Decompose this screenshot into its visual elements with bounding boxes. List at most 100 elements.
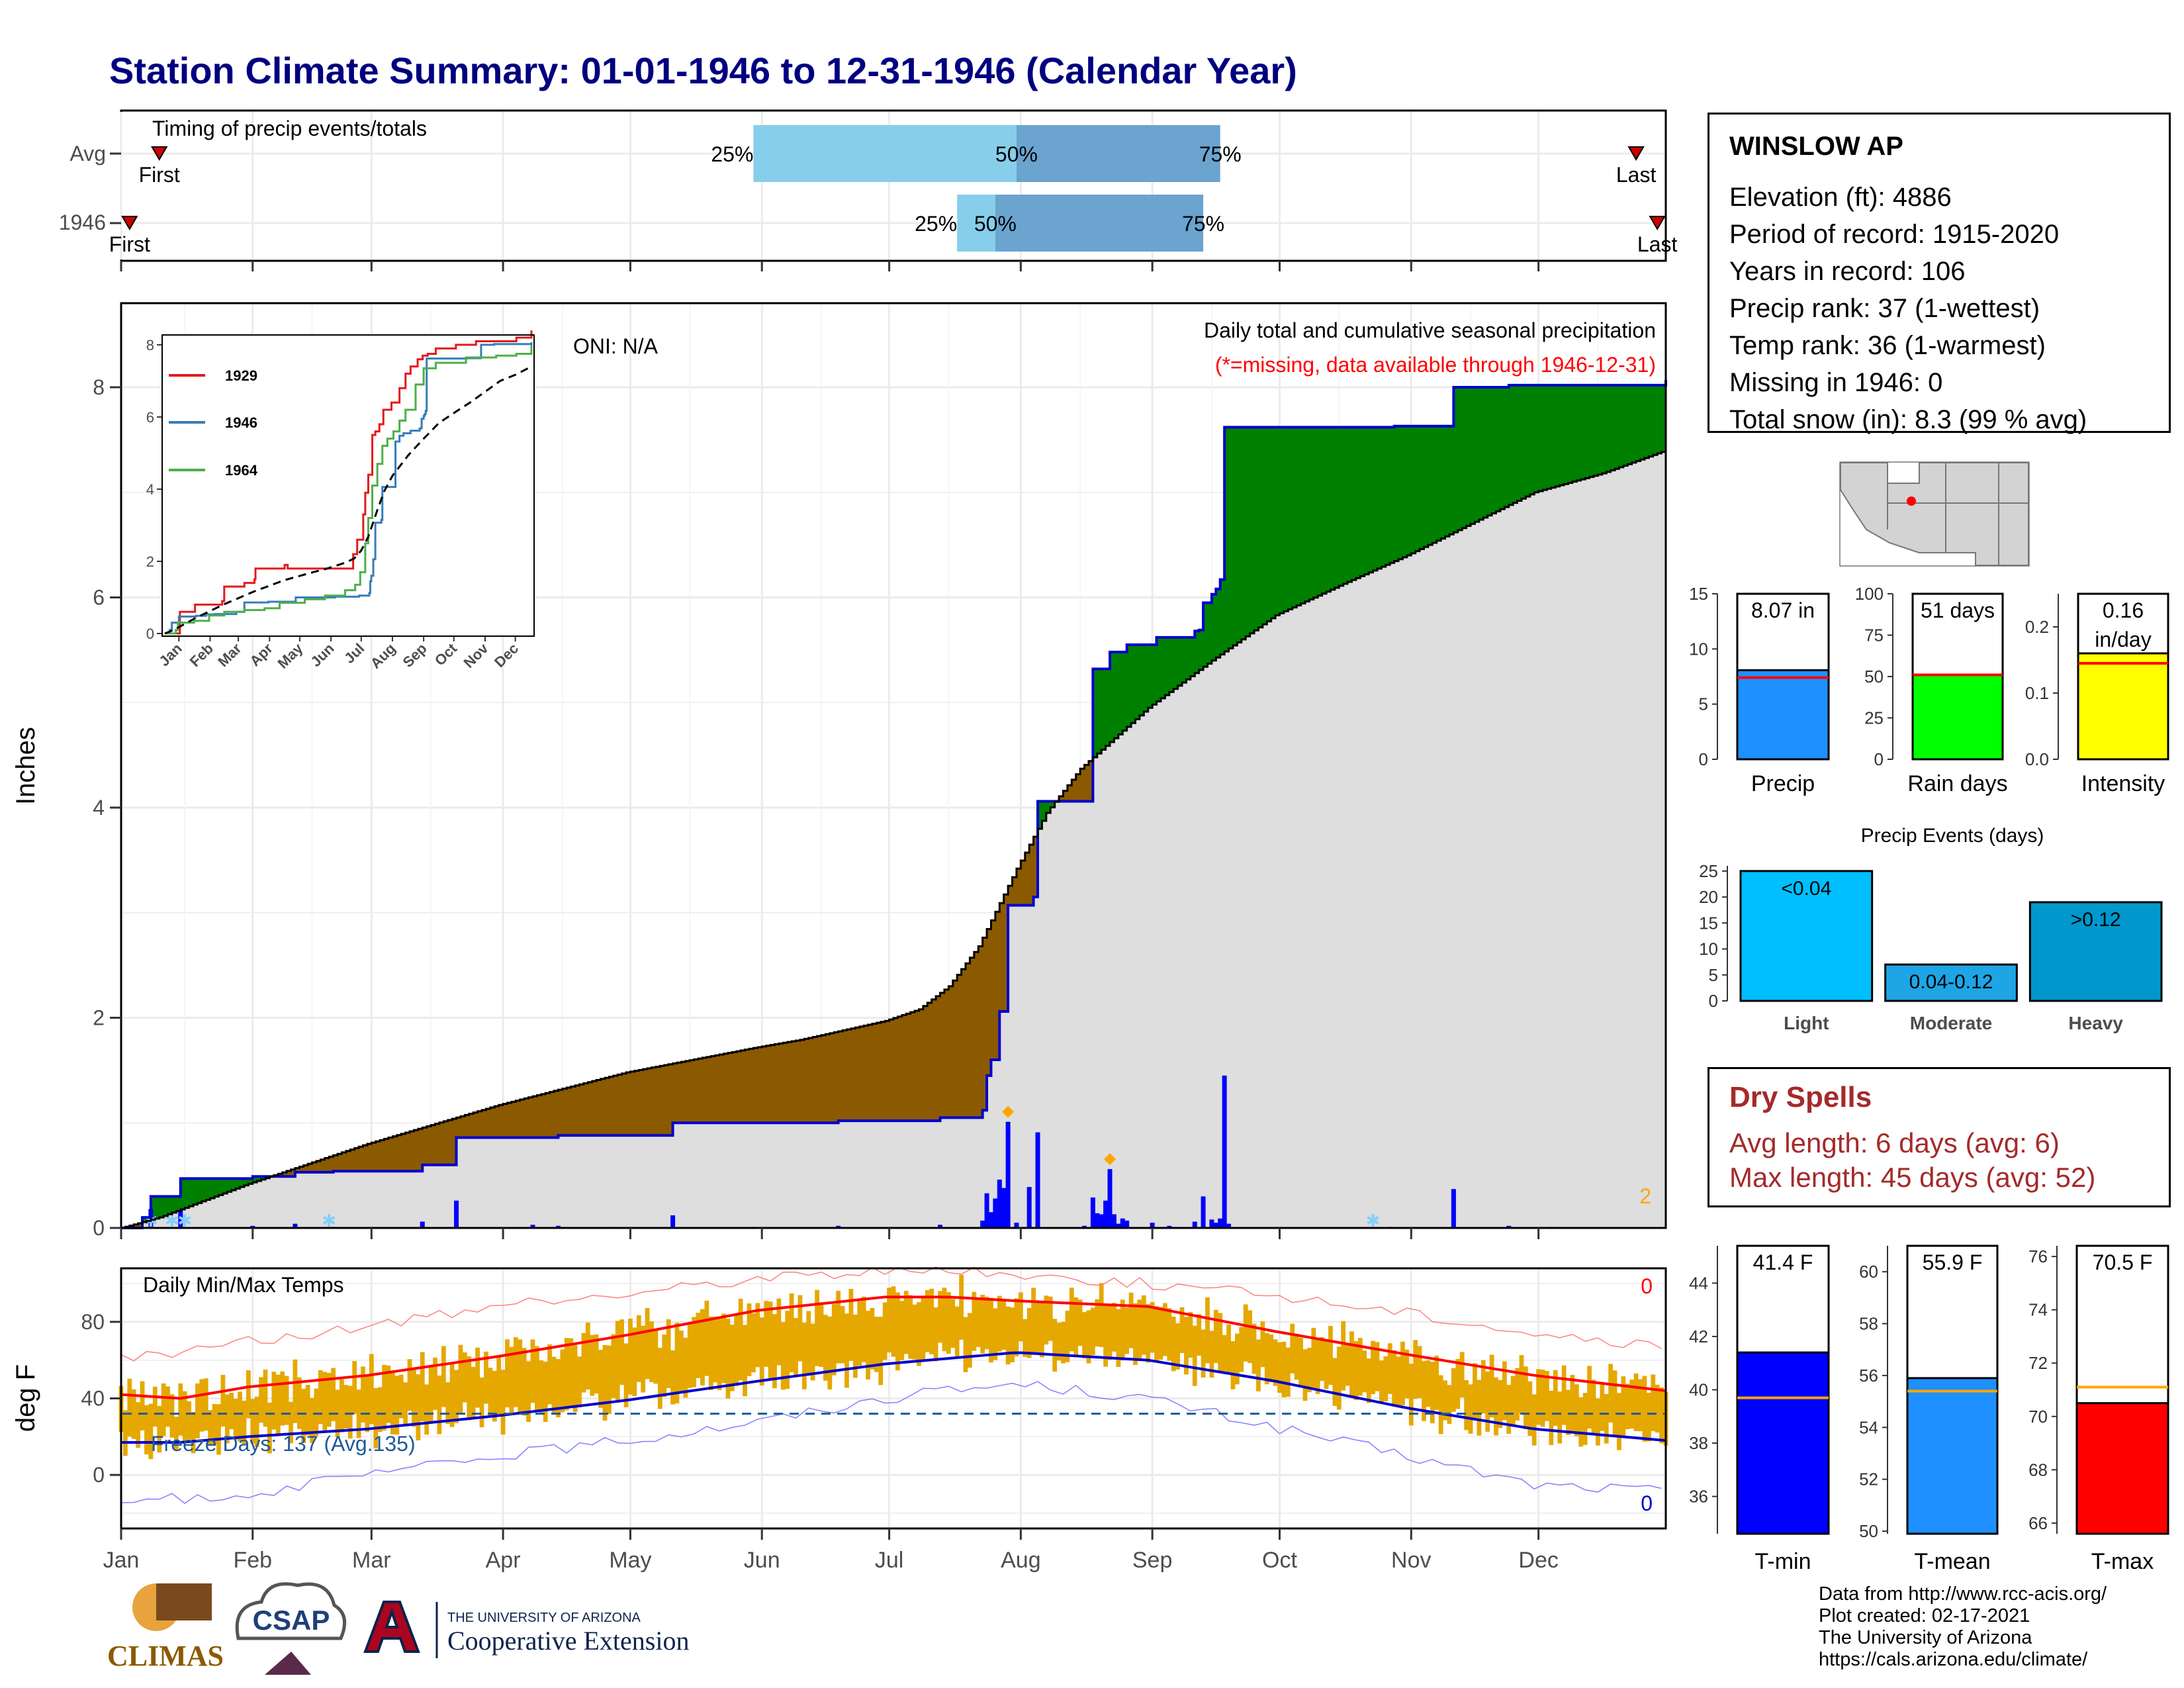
daily-temp-range [1294, 1333, 1299, 1380]
daily-temp-range [743, 1325, 747, 1397]
departure-sliver [469, 1113, 474, 1138]
daily-precip-bar [836, 1225, 841, 1228]
timing-p25-label: 25% [711, 142, 753, 166]
departure-sliver [167, 1196, 173, 1215]
departure-sliver [626, 1072, 631, 1136]
daily-precip-bar [1120, 1218, 1125, 1228]
daily-temp-range [1396, 1356, 1401, 1407]
departure-sliver [796, 1040, 801, 1123]
departure-sliver [1283, 427, 1289, 612]
departure-sliver [1415, 426, 1420, 551]
daily-temp-range [449, 1364, 455, 1427]
events-title: Precip Events (days) [1861, 825, 2044, 847]
daily-temp-range [1226, 1324, 1231, 1374]
precip-gauge-tick-label: 15 [1689, 584, 1708, 604]
departure-sliver [1322, 427, 1327, 594]
departure-sliver [609, 1076, 614, 1136]
daily-temp-range [823, 1315, 828, 1381]
departure-sliver [1271, 427, 1276, 619]
daily-temp-range [1400, 1341, 1405, 1405]
tmax-gauge-tick-label: 68 [2028, 1460, 2048, 1479]
departure-sliver [1186, 637, 1191, 680]
daily-temp-range [314, 1388, 319, 1436]
daily-temp-range [751, 1313, 756, 1373]
daily-temp-range [1392, 1350, 1397, 1407]
daily-precip-bar [1014, 1223, 1019, 1228]
departure-sliver [418, 1129, 423, 1172]
departure-sliver [1093, 669, 1098, 757]
departure-sliver [1024, 853, 1030, 906]
departure-sliver [1304, 427, 1310, 602]
departure-sliver [176, 1196, 181, 1211]
raindays-gauge-tick-label: 25 [1864, 708, 1884, 728]
daily-temp-range [980, 1295, 985, 1354]
daily-temp-range [649, 1321, 654, 1382]
csap-logo-text: CSAP [253, 1605, 330, 1636]
inset-series-line [165, 342, 533, 635]
precip-y-tick-label: 0 [93, 1216, 105, 1240]
departure-sliver [880, 1021, 886, 1121]
departure-sliver [1347, 427, 1353, 583]
daily-temp-range [1383, 1356, 1388, 1401]
departure-sliver [668, 1064, 674, 1136]
departure-sliver [787, 1042, 792, 1123]
month-label: Mar [352, 1548, 391, 1573]
daily-temp-range [1506, 1384, 1512, 1434]
daily-temp-range [670, 1350, 675, 1405]
daily-temp-range [861, 1296, 866, 1362]
daily-temp-range [785, 1311, 790, 1389]
daily-temp-range [352, 1361, 357, 1415]
credit-line: Data from http://www.rcc-acis.org/ [1819, 1583, 2107, 1605]
daily-temp-range [1545, 1370, 1549, 1421]
daily-temp-range [895, 1292, 900, 1371]
departure-sliver [1177, 637, 1183, 686]
timing-row-label-year: 1946 [59, 211, 106, 234]
departure-sliver [316, 1160, 321, 1172]
daily-temp-range [220, 1374, 226, 1427]
daily-temp-range [238, 1391, 242, 1442]
departure-sliver [1258, 427, 1263, 628]
daily-temp-range [1604, 1393, 1609, 1444]
departure-sliver [944, 989, 949, 1118]
daily-temp-range [229, 1393, 234, 1429]
climas-logo-block [156, 1583, 212, 1620]
daily-temp-range [874, 1317, 879, 1372]
departure-sliver [643, 1069, 648, 1136]
daily-temp-range [1617, 1393, 1621, 1450]
departure-sliver [524, 1098, 529, 1138]
departure-sliver [333, 1155, 338, 1172]
daily-temp-range [496, 1355, 502, 1415]
daily-temp-range [1485, 1371, 1490, 1432]
daily-temp-range [1086, 1310, 1091, 1364]
daily-temp-range [289, 1401, 293, 1444]
daily-temp-range [692, 1317, 697, 1387]
departure-sliver [1513, 385, 1518, 503]
daily-temp-range [628, 1318, 633, 1395]
departure-sliver [435, 1123, 440, 1165]
daily-temp-range [1582, 1393, 1588, 1445]
departure-sliver [1385, 427, 1390, 565]
daily-temp-range [572, 1344, 578, 1412]
departure-sliver [291, 1169, 296, 1177]
departure-sliver [694, 1059, 699, 1123]
departure-sliver [1084, 765, 1089, 802]
daily-temp-range [993, 1308, 998, 1360]
climas-logo-text: CLIMAS [107, 1640, 224, 1672]
departure-sliver [460, 1116, 465, 1138]
departure-sliver [1241, 427, 1246, 639]
daily-temp-range [1277, 1342, 1282, 1393]
departure-sliver [1292, 427, 1297, 608]
inset-avg-line [164, 365, 532, 635]
departure-sliver [439, 1122, 444, 1165]
daily-temp-range [543, 1361, 548, 1423]
departure-sliver [1475, 387, 1480, 522]
departure-sliver [617, 1074, 623, 1136]
intensity-gauge-tick-label: 0.1 [2025, 683, 2049, 703]
departure-sliver [588, 1082, 593, 1136]
timing-label: Timing of precip events/totals [152, 117, 427, 140]
daily-temp-range [1218, 1313, 1223, 1372]
timing-p75-label: 75% [1182, 212, 1224, 236]
departure-sliver [864, 1025, 869, 1121]
daily-temp-range [717, 1319, 722, 1390]
